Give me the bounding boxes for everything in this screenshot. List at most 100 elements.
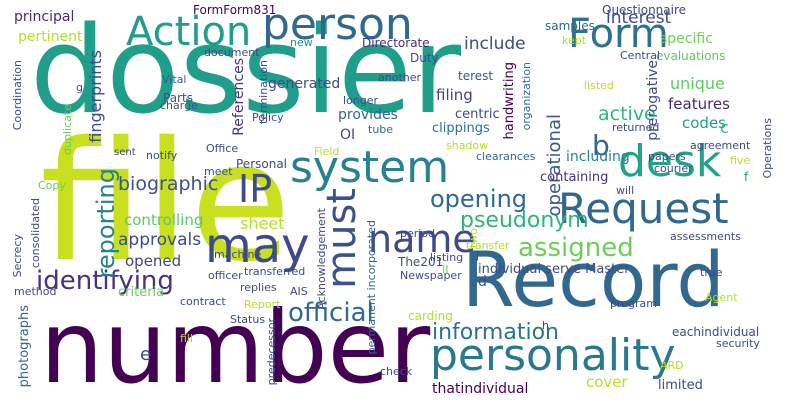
- word-pseudonym: pseudonym: [460, 208, 589, 233]
- word-e: e: [140, 344, 152, 365]
- word-specific: specific: [660, 31, 713, 47]
- word-oi: OI: [340, 127, 356, 143]
- word-transfer: transfer: [466, 239, 510, 252]
- word-five: five: [730, 154, 751, 167]
- word-permanent-incorporated: permanent incorporated: [365, 220, 378, 355]
- word-clearances: clearances: [476, 150, 536, 163]
- word-will: will: [616, 184, 635, 197]
- word-personal: Personal: [236, 157, 288, 171]
- word-active: active: [598, 103, 656, 125]
- word-sent: sent: [114, 147, 136, 158]
- word-biographic: biographic: [118, 173, 219, 195]
- word-file: file: [40, 106, 292, 298]
- word-f: f: [744, 170, 749, 184]
- word-courier: courier: [654, 162, 693, 175]
- word-new: new: [290, 36, 313, 49]
- word-ais: AIS: [290, 285, 308, 298]
- word-thatindividual: thatindividual: [432, 381, 529, 397]
- word-formform831: FormForm831: [193, 3, 277, 17]
- word-containing: containing: [540, 170, 609, 185]
- word-must: must: [319, 188, 365, 289]
- word-information: information: [432, 320, 559, 345]
- word-listed: listed: [584, 79, 614, 92]
- word-ard: ARD: [660, 359, 684, 372]
- word-criteria: criteria: [118, 285, 165, 300]
- word-carding: carding: [408, 309, 453, 323]
- word-two: two: [467, 228, 480, 249]
- word-policy: Policy: [252, 111, 284, 124]
- word-evaluations: evaluations: [656, 49, 726, 63]
- word-limited: limited: [658, 378, 703, 393]
- word-interest: interest: [606, 8, 672, 28]
- word-individual-serve-master: individual serve Master: [478, 262, 630, 277]
- word-contract: contract: [180, 295, 226, 308]
- word-transferred: transferred: [244, 265, 306, 278]
- word-clippings: clippings: [432, 121, 490, 136]
- word-ii: II: [442, 263, 449, 276]
- word-system: system: [290, 142, 450, 193]
- word-agreement: agreement: [690, 139, 751, 152]
- word-form: Form: [568, 11, 669, 57]
- word-reporting: reporting: [92, 168, 120, 279]
- word-field: Field: [314, 145, 340, 158]
- word-directorate: Directorate: [362, 36, 430, 50]
- word-fingerprints: fingerprints: [86, 50, 105, 143]
- word-personality: personality: [430, 330, 676, 381]
- word-references: References: [231, 58, 247, 136]
- word-duplicate: duplicate: [61, 104, 74, 155]
- word-consolidated: consolidated: [29, 198, 42, 269]
- word-tube: tube: [368, 123, 394, 136]
- word-longer: longer: [343, 94, 379, 107]
- word-method: method: [14, 285, 57, 298]
- word-dossier: dossier: [30, 2, 462, 141]
- word-listing: listing: [430, 251, 464, 264]
- word-centric: centric: [455, 107, 500, 122]
- word-fill: fill: [180, 332, 194, 345]
- word-newspaper: Newspaper: [400, 269, 462, 282]
- word-handwriting: handwriting: [502, 62, 517, 140]
- word-generated: generated: [268, 76, 341, 92]
- word-controlling: controlling: [124, 211, 204, 229]
- word-g: g: [76, 81, 83, 94]
- word-another: another: [378, 71, 422, 84]
- word-provides: provides: [338, 107, 398, 123]
- word-period: period: [400, 227, 436, 240]
- word-true: true: [700, 266, 723, 279]
- word-office: Office: [206, 142, 239, 155]
- word-person: person: [262, 0, 413, 50]
- word-opened: opened: [125, 252, 182, 270]
- word-action: Action: [126, 9, 252, 55]
- word-questionnaire: Questionnaire: [602, 3, 687, 17]
- word-including: including: [566, 149, 630, 165]
- word-copy: Copy: [38, 179, 66, 192]
- word-sheet: sheet: [240, 214, 285, 233]
- word-organization: organization: [520, 62, 533, 131]
- word-operational: operational: [544, 114, 565, 217]
- word-official: official: [288, 298, 374, 328]
- word-program: program: [610, 297, 657, 310]
- word-coordination: Coordination: [11, 60, 24, 131]
- word-security: security: [716, 337, 760, 350]
- word-predecessor: predecessor: [265, 318, 278, 386]
- word-principal: principal: [14, 9, 75, 25]
- word-kept: kept: [562, 34, 587, 47]
- word-the201: The201: [398, 255, 444, 269]
- word-officer: officer: [208, 269, 243, 282]
- word-secrecy: Secrecy: [11, 234, 24, 278]
- word-name: name: [368, 217, 476, 261]
- word-papers: papers: [648, 150, 686, 163]
- word-photographs: photographs: [17, 305, 32, 388]
- word-status: Status: [230, 313, 266, 326]
- word-record: Record: [462, 235, 725, 324]
- word-opening: opening: [430, 185, 528, 213]
- word-returned: returned: [612, 121, 660, 134]
- word-number: number: [40, 289, 431, 405]
- word-operations: Operations: [761, 118, 774, 179]
- word-features: features: [668, 95, 730, 113]
- word-c: c: [720, 118, 729, 137]
- word-include: include: [464, 34, 526, 54]
- word-replies: replies: [240, 281, 277, 294]
- word-check: check: [380, 365, 413, 378]
- word-assigned: assigned: [518, 233, 634, 263]
